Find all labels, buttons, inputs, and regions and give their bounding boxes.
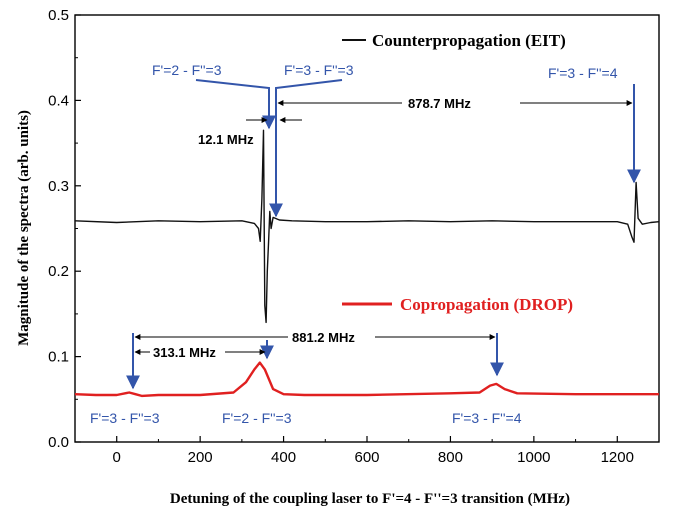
- x-tick-label: 1200: [601, 449, 634, 466]
- x-tick-label: 200: [188, 449, 213, 466]
- eit-label-f2-f3: F'=2 - F''=3: [152, 62, 222, 78]
- drop-label-f3-f3: F'=3 - F''=3: [90, 410, 160, 426]
- drop-label-f2-f3: F'=2 - F''=3: [222, 410, 292, 426]
- x-axis-title: Detuning of the coupling laser to F'=4 -…: [170, 491, 570, 507]
- y-axis-ticks: 0.0 0.1 0.2 0.3 0.4 0.5: [48, 7, 81, 451]
- legend-label-eit: Counterpropagation (EIT): [372, 31, 566, 50]
- drop-label-f3-f4: F'=3 - F''=4: [452, 410, 522, 426]
- y-tick-label: 0.1: [48, 349, 69, 366]
- y-tick-label: 0.2: [48, 263, 69, 280]
- eit-span-label: 878.7 MHz: [408, 96, 471, 111]
- x-tick-label: 0: [113, 449, 121, 466]
- series-layer: [74, 129, 660, 398]
- legend-label-drop: Copropagation (DROP): [400, 295, 573, 314]
- y-tick-label: 0.3: [48, 178, 69, 195]
- y-tick-label: 0.0: [48, 434, 69, 451]
- series-line-drop: [74, 361, 659, 398]
- x-tick-label: 600: [354, 449, 379, 466]
- eit-label-f3-f4: F'=3 - F''=4: [548, 65, 618, 81]
- x-axis-ticks: 0 200 400 600 800 1000 1200: [74, 436, 660, 466]
- y-axis-title: Magnitude of the spectra (arb. units): [16, 110, 32, 346]
- eit-split-label: 12.1 MHz: [198, 132, 254, 147]
- drop-span-label: 881.2 MHz: [292, 330, 355, 345]
- y-tick-label: 0.4: [48, 92, 69, 109]
- y-tick-label: 0.5: [48, 7, 69, 24]
- x-tick-label: 1000: [517, 449, 550, 466]
- eit-arrow-f3-f3: [269, 79, 343, 218]
- x-tick-label: 400: [271, 449, 296, 466]
- x-tick-label: 800: [438, 449, 463, 466]
- eit-arrow-f2-f3: [195, 79, 276, 130]
- drop-split-label: 313.1 MHz: [153, 345, 216, 360]
- series-line-eit: [74, 129, 660, 324]
- eit-label-f3-f3: F'=3 - F''=3: [284, 62, 354, 78]
